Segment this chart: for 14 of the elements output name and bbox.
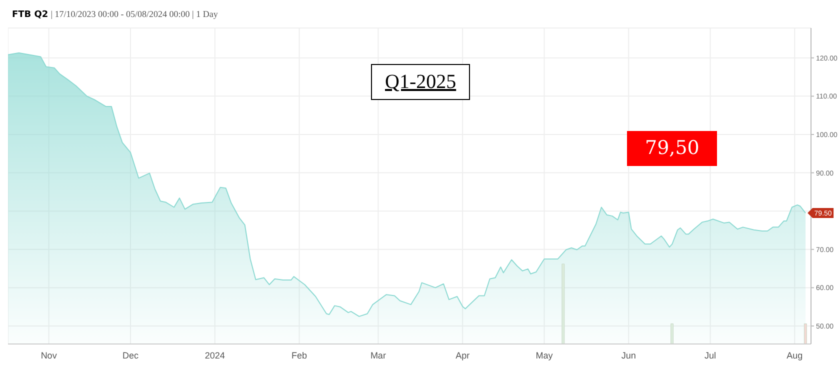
x-tick-label: Jun	[621, 350, 636, 360]
x-tick-label: Jul	[704, 350, 716, 360]
text-box: Q1-2025	[371, 64, 470, 100]
x-tick-label: 2024	[204, 350, 225, 360]
chart-title: FTB Q2	[12, 10, 48, 20]
chart-subtitle: | 17/10/2023 00:00 - 05/08/2024 00:00 | 1 Day	[50, 9, 218, 19]
x-tick-label: Dec	[122, 350, 139, 360]
x-tick-label: Apr	[456, 350, 470, 360]
x-tick-label: Feb	[292, 350, 308, 360]
x-tick-label: Nov	[40, 350, 58, 360]
text-box: 79,50	[627, 131, 718, 166]
x-tick-label: Aug	[786, 350, 803, 360]
x-tick-label: May	[536, 350, 554, 360]
x-tick-label: Mar	[370, 350, 386, 360]
